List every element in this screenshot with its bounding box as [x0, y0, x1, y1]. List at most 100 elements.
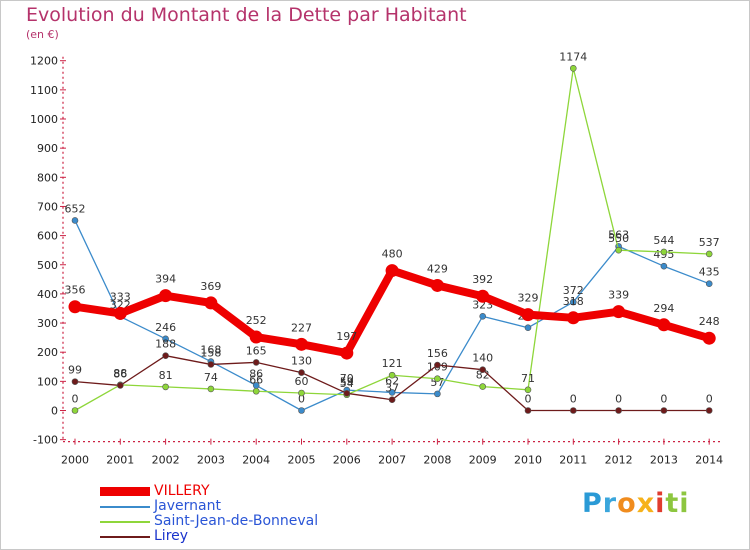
point-saint-jean-de-bonneval: [660, 248, 668, 256]
point-villery: [159, 289, 173, 303]
point-lirey: [388, 396, 396, 404]
legend-swatch-villery: [100, 487, 150, 496]
point-villery: [204, 296, 218, 310]
point-villery: [702, 331, 716, 345]
point-saint-jean-de-bonneval: [207, 385, 215, 393]
point-lirey: [162, 352, 169, 359]
point-saint-jean-de-bonneval: [524, 386, 532, 394]
data-label-saint-jean-de-bonneval: 60: [295, 375, 309, 388]
data-label-javernant: 168: [200, 344, 221, 357]
data-label-javernant: 62: [385, 374, 399, 387]
point-saint-jean-de-bonneval: [705, 250, 713, 258]
legend-label-lirey: Lirey: [154, 528, 189, 544]
data-label-lirey: 0: [525, 393, 532, 406]
point-saint-jean-de-bonneval: [569, 64, 577, 72]
y-tick-label: 400: [37, 288, 58, 301]
data-label-villery: 339: [608, 289, 629, 302]
data-label-lirey: 0: [570, 393, 577, 406]
data-label-villery: 197: [336, 330, 357, 343]
point-lirey: [71, 378, 79, 385]
data-label-villery: 356: [65, 284, 86, 297]
point-saint-jean-de-bonneval: [252, 387, 260, 395]
x-tick-label: 2006: [333, 454, 361, 467]
data-label-lirey: 37: [385, 382, 399, 395]
x-tick-label: 2005: [288, 454, 316, 467]
x-tick-label: 2013: [650, 454, 678, 467]
point-javernant: [479, 313, 487, 320]
point-lirey: [343, 390, 351, 397]
y-tick-label: 0: [51, 405, 58, 418]
point-villery: [430, 278, 444, 292]
point-javernant: [298, 407, 305, 414]
data-label-villery: 329: [518, 292, 539, 305]
point-lirey: [705, 407, 713, 414]
point-javernant: [569, 298, 577, 306]
point-javernant: [434, 390, 441, 398]
point-villery: [476, 289, 490, 303]
data-label-villery: 252: [246, 314, 267, 327]
data-label-saint-jean-de-bonneval: 550: [608, 232, 629, 245]
point-lirey: [569, 407, 577, 414]
data-label-villery: 227: [291, 321, 312, 334]
data-label-villery: 318: [563, 295, 584, 308]
point-villery: [113, 306, 127, 320]
y-tick-label: 1100: [30, 84, 58, 97]
point-saint-jean-de-bonneval: [479, 383, 487, 390]
point-villery: [612, 305, 626, 319]
data-label-lirey: 165: [246, 344, 267, 357]
y-tick-label: 600: [37, 230, 58, 243]
data-label-saint-jean-de-bonneval: 1174: [559, 50, 587, 63]
point-saint-jean-de-bonneval: [71, 407, 79, 414]
legend-swatch-lirey: [100, 536, 150, 538]
x-tick-label: 2011: [559, 454, 587, 467]
point-villery: [295, 337, 308, 351]
point-villery: [521, 308, 535, 322]
data-label-saint-jean-de-bonneval: 81: [159, 369, 173, 382]
chart-title: Evolution du Montant de la Dette par Hab…: [26, 4, 467, 26]
data-label-lirey: 158: [200, 346, 221, 359]
y-tick-label: -100: [33, 434, 58, 447]
data-label-villery: 429: [427, 262, 448, 275]
x-tick-label: 2004: [242, 454, 270, 467]
point-saint-jean-de-bonneval: [434, 375, 441, 383]
proxiti-logo: Proxiti: [582, 488, 690, 519]
chart-unit: (en €): [26, 28, 59, 41]
legend-label-javernant: Javernant: [154, 498, 221, 514]
data-label-lirey: 140: [472, 352, 493, 365]
data-label-saint-jean-de-bonneval: 66: [249, 373, 263, 386]
data-label-saint-jean-de-bonneval: 537: [699, 236, 720, 249]
point-villery: [657, 318, 671, 332]
data-label-saint-jean-de-bonneval: 0: [72, 393, 79, 406]
data-label-villery: 394: [155, 273, 176, 286]
data-label-lirey: 59: [340, 375, 354, 388]
data-label-javernant: 86: [249, 367, 263, 380]
point-villery: [68, 300, 82, 314]
point-javernant: [71, 217, 79, 224]
y-tick-label: 1200: [30, 55, 58, 68]
data-label-saint-jean-de-bonneval: 54: [340, 377, 354, 390]
point-lirey: [252, 359, 260, 366]
data-label-javernant: 0: [298, 393, 305, 406]
x-tick-label: 2012: [605, 454, 633, 467]
data-label-villery: 392: [472, 273, 493, 286]
legend-label-saint-jean-de-bonneval: Saint-Jean-de-Bonneval: [154, 513, 319, 529]
data-label-lirey: 188: [155, 338, 176, 351]
data-label-lirey: 130: [291, 355, 312, 368]
point-lirey: [660, 407, 668, 414]
point-javernant: [524, 324, 532, 332]
legend-swatch-javernant: [100, 506, 150, 508]
data-label-saint-jean-de-bonneval: 74: [204, 371, 218, 384]
x-tick-label: 2009: [469, 454, 497, 467]
data-label-villery: 369: [200, 280, 221, 293]
x-tick-label: 2002: [152, 454, 180, 467]
x-tick-label: 2003: [197, 454, 225, 467]
data-label-javernant: 435: [699, 266, 720, 279]
point-saint-jean-de-bonneval: [615, 246, 622, 254]
data-label-saint-jean-de-bonneval: 121: [382, 357, 403, 370]
data-label-saint-jean-de-bonneval: 544: [653, 234, 674, 247]
data-label-lirey: 0: [660, 393, 667, 406]
x-tick-label: 2014: [695, 454, 723, 467]
point-lirey: [479, 366, 487, 373]
point-lirey: [434, 361, 441, 369]
point-villery: [249, 330, 263, 344]
